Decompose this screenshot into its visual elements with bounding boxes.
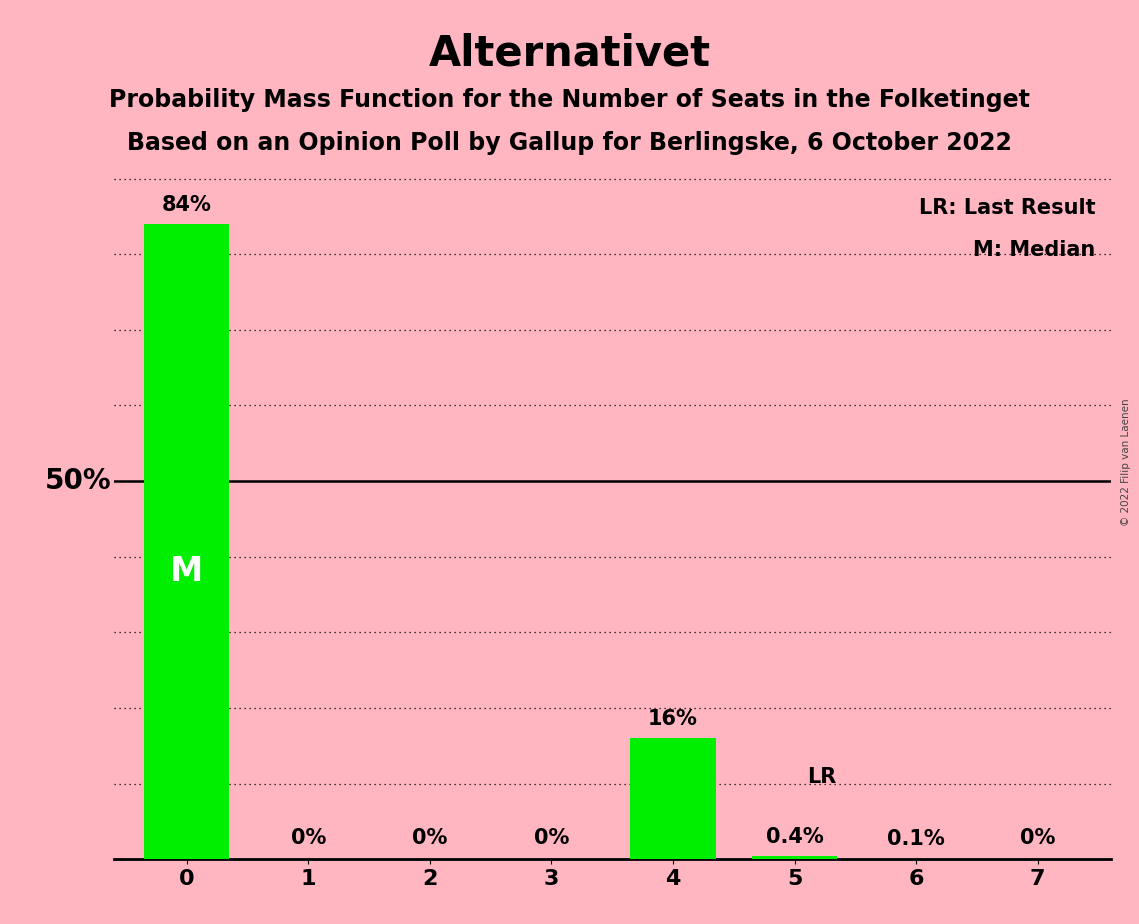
Text: 0%: 0% <box>1019 828 1056 848</box>
Text: Alternativet: Alternativet <box>428 32 711 74</box>
Text: 16%: 16% <box>648 710 698 729</box>
Text: © 2022 Filip van Laenen: © 2022 Filip van Laenen <box>1121 398 1131 526</box>
Text: 84%: 84% <box>162 195 212 214</box>
Text: 0%: 0% <box>412 828 448 848</box>
Bar <box>752 857 837 859</box>
Text: Based on an Opinion Poll by Gallup for Berlingske, 6 October 2022: Based on an Opinion Poll by Gallup for B… <box>128 131 1011 155</box>
Text: LR: Last Result: LR: Last Result <box>919 199 1096 218</box>
Bar <box>631 738 715 859</box>
Text: 0%: 0% <box>290 828 326 848</box>
Text: M: Median: M: Median <box>974 240 1096 260</box>
Text: M: M <box>170 555 204 589</box>
Text: 0.1%: 0.1% <box>887 830 945 849</box>
Text: 50%: 50% <box>44 468 112 495</box>
Text: 0.4%: 0.4% <box>765 827 823 847</box>
Bar <box>145 224 229 859</box>
Text: Probability Mass Function for the Number of Seats in the Folketinget: Probability Mass Function for the Number… <box>109 88 1030 112</box>
Text: 0%: 0% <box>534 828 570 848</box>
Text: LR: LR <box>806 768 836 787</box>
